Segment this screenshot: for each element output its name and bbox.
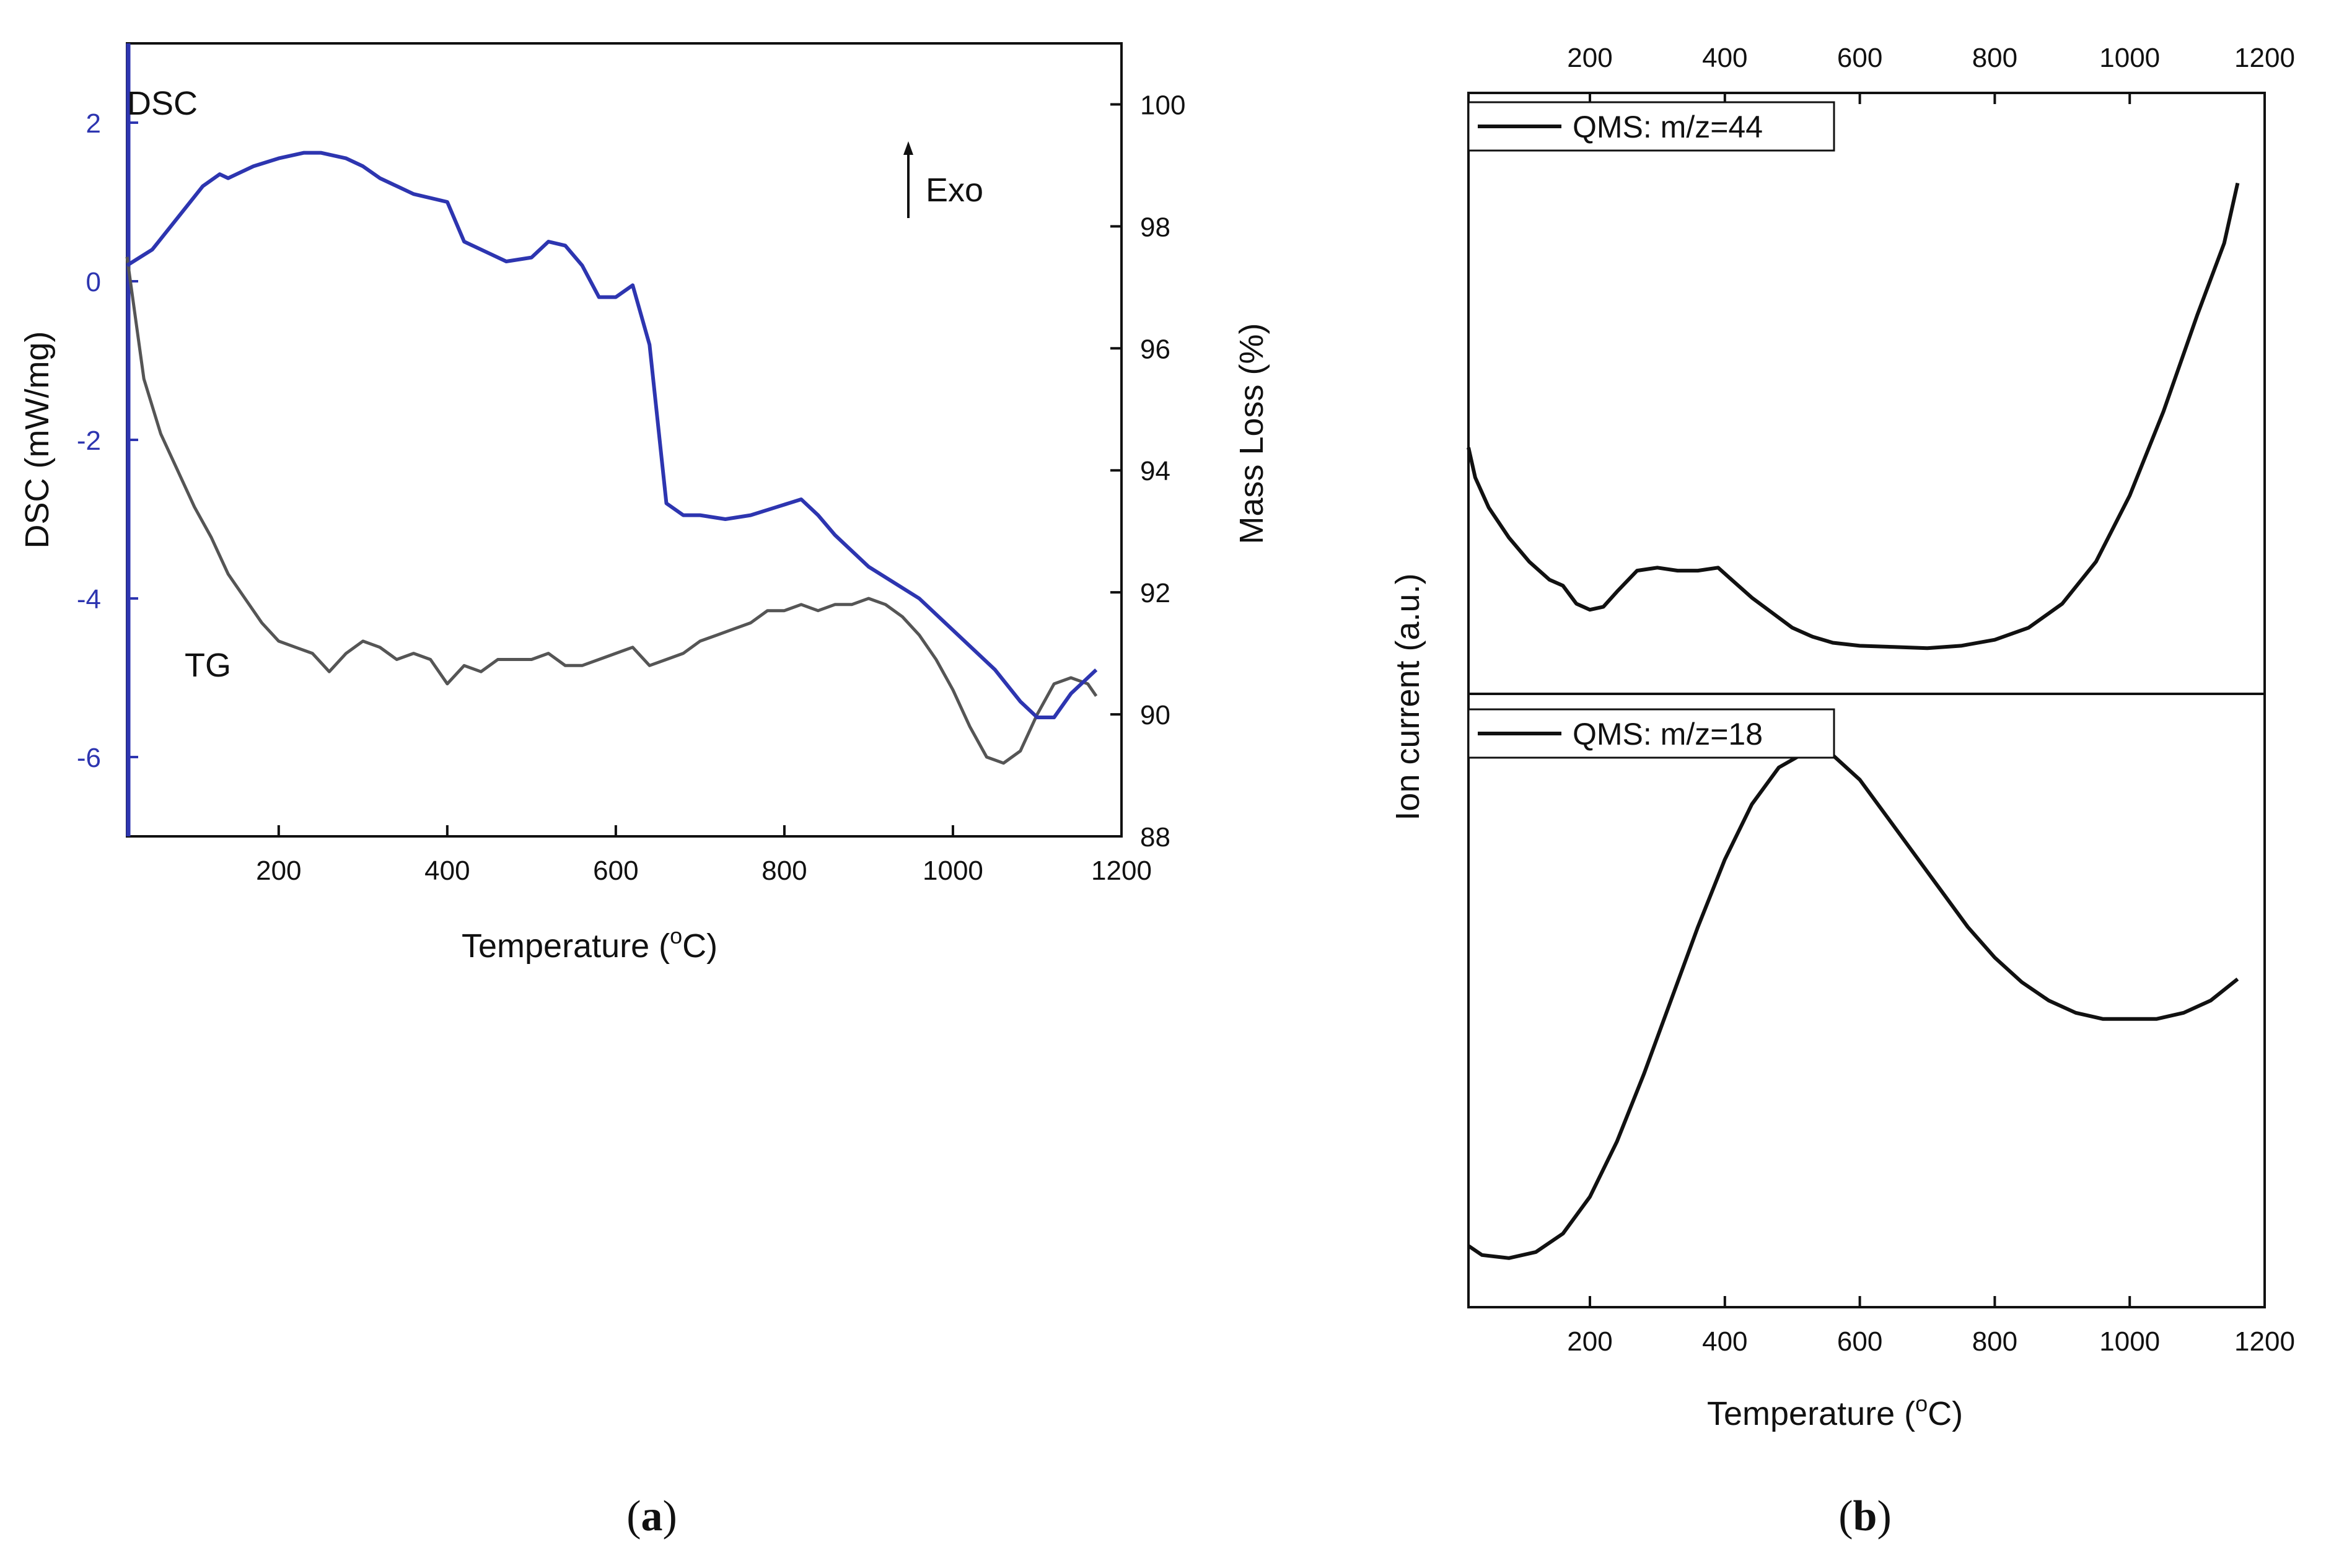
- plot-frame-a: [126, 42, 1123, 838]
- x-tick-label-bottom: 1200: [2234, 1326, 2295, 1357]
- y-ticks-left-a: 2 0 -2 -4 -6: [77, 108, 138, 773]
- x-tick-label: 600: [593, 856, 638, 886]
- y-right-tick-label: 92: [1140, 578, 1170, 608]
- x-axis-label-b: Temperature (oC): [1707, 1391, 1963, 1432]
- x-axis-label-a: Temperature (oC): [462, 923, 718, 965]
- x-tick-label: 800: [761, 856, 807, 886]
- x-tick-label-bottom: 200: [1567, 1326, 1612, 1357]
- y-right-tick-label: 100: [1140, 90, 1185, 120]
- x-tick-label-top: 1000: [2099, 43, 2160, 73]
- x-tick-label-bottom: 1000: [2099, 1326, 2160, 1357]
- x-tick-label-top: 600: [1837, 43, 1882, 73]
- legend-qms-18: QMS: m/z=18: [1467, 708, 1835, 759]
- x-ticks-top-b: 200 400 600 800 1000 1200: [1567, 43, 2295, 104]
- qms-18-series-line: [1467, 747, 2239, 1260]
- x-tick-label-bottom: 400: [1702, 1326, 1747, 1357]
- dsc-annotation: DSC: [127, 85, 198, 122]
- x-tick-label: 200: [256, 856, 301, 886]
- y-left-tick-label: 2: [86, 108, 101, 139]
- x-tick-label-bottom: 600: [1837, 1326, 1882, 1357]
- legend-qms-44-label: QMS: m/z=44: [1573, 110, 1763, 144]
- legend-qms-18-label: QMS: m/z=18: [1573, 717, 1763, 751]
- exo-annotation: Exo: [926, 172, 983, 209]
- caption-a: (a): [626, 1492, 677, 1540]
- y-axis-left-label: DSC (mW/mg): [19, 331, 56, 549]
- y-ticks-right-a: 100 98 96 94 92 90 88: [1110, 90, 1185, 852]
- x-tick-label: 1000: [923, 856, 983, 886]
- x-tick-label-top: 400: [1702, 43, 1747, 73]
- caption-b: (b): [1838, 1492, 1892, 1540]
- y-left-tick-label: -4: [77, 584, 101, 615]
- y-right-tick-label: 96: [1140, 334, 1170, 364]
- panel-a: 200 400 600 800 1000 1200 2 0 -2 -4 -6 100 98 96 94 9…: [19, 42, 1270, 1540]
- x-tick-label-bottom: 800: [1972, 1326, 2017, 1357]
- x-tick-label-top: 200: [1567, 43, 1612, 73]
- x-tick-label-top: 800: [1972, 43, 2017, 73]
- plot-frame-bottom-b: [1467, 693, 2266, 1308]
- legend-qms-44: QMS: m/z=44: [1467, 101, 1835, 152]
- y-right-tick-label: 94: [1140, 456, 1170, 486]
- x-tick-label-top: 1200: [2234, 43, 2295, 73]
- tg-series-line: [125, 256, 1098, 765]
- y-axis-right-label: Mass Loss (%): [1233, 323, 1270, 544]
- y-right-tick-label: 88: [1140, 822, 1170, 852]
- tg-annotation: TG: [185, 647, 231, 684]
- x-tick-label: 1200: [1091, 856, 1152, 886]
- y-right-tick-label: 98: [1140, 212, 1170, 242]
- y-left-tick-label: -6: [77, 743, 101, 773]
- dsc-series-line: [126, 151, 1098, 719]
- y-left-tick-label: -2: [77, 426, 101, 456]
- plot-frame-top-b: [1467, 92, 2266, 695]
- x-ticks-bottom-b: 200 400 600 800 1000 1200: [1567, 1296, 2295, 1357]
- exo-arrow-icon: [903, 141, 913, 218]
- y-right-tick-label: 90: [1140, 700, 1170, 730]
- qms-44-series-line: [1467, 182, 2240, 650]
- panel-b: 200 400 600 800 1000 1200 200 400 600 800 1000 120…: [1389, 43, 2295, 1540]
- y-axis-label-b: Ion current (a.u.): [1389, 573, 1426, 820]
- y-left-tick-label: 0: [86, 267, 101, 297]
- x-tick-label: 400: [424, 856, 470, 886]
- x-ticks-a: 200 400 600 800 1000 1200: [256, 825, 1152, 886]
